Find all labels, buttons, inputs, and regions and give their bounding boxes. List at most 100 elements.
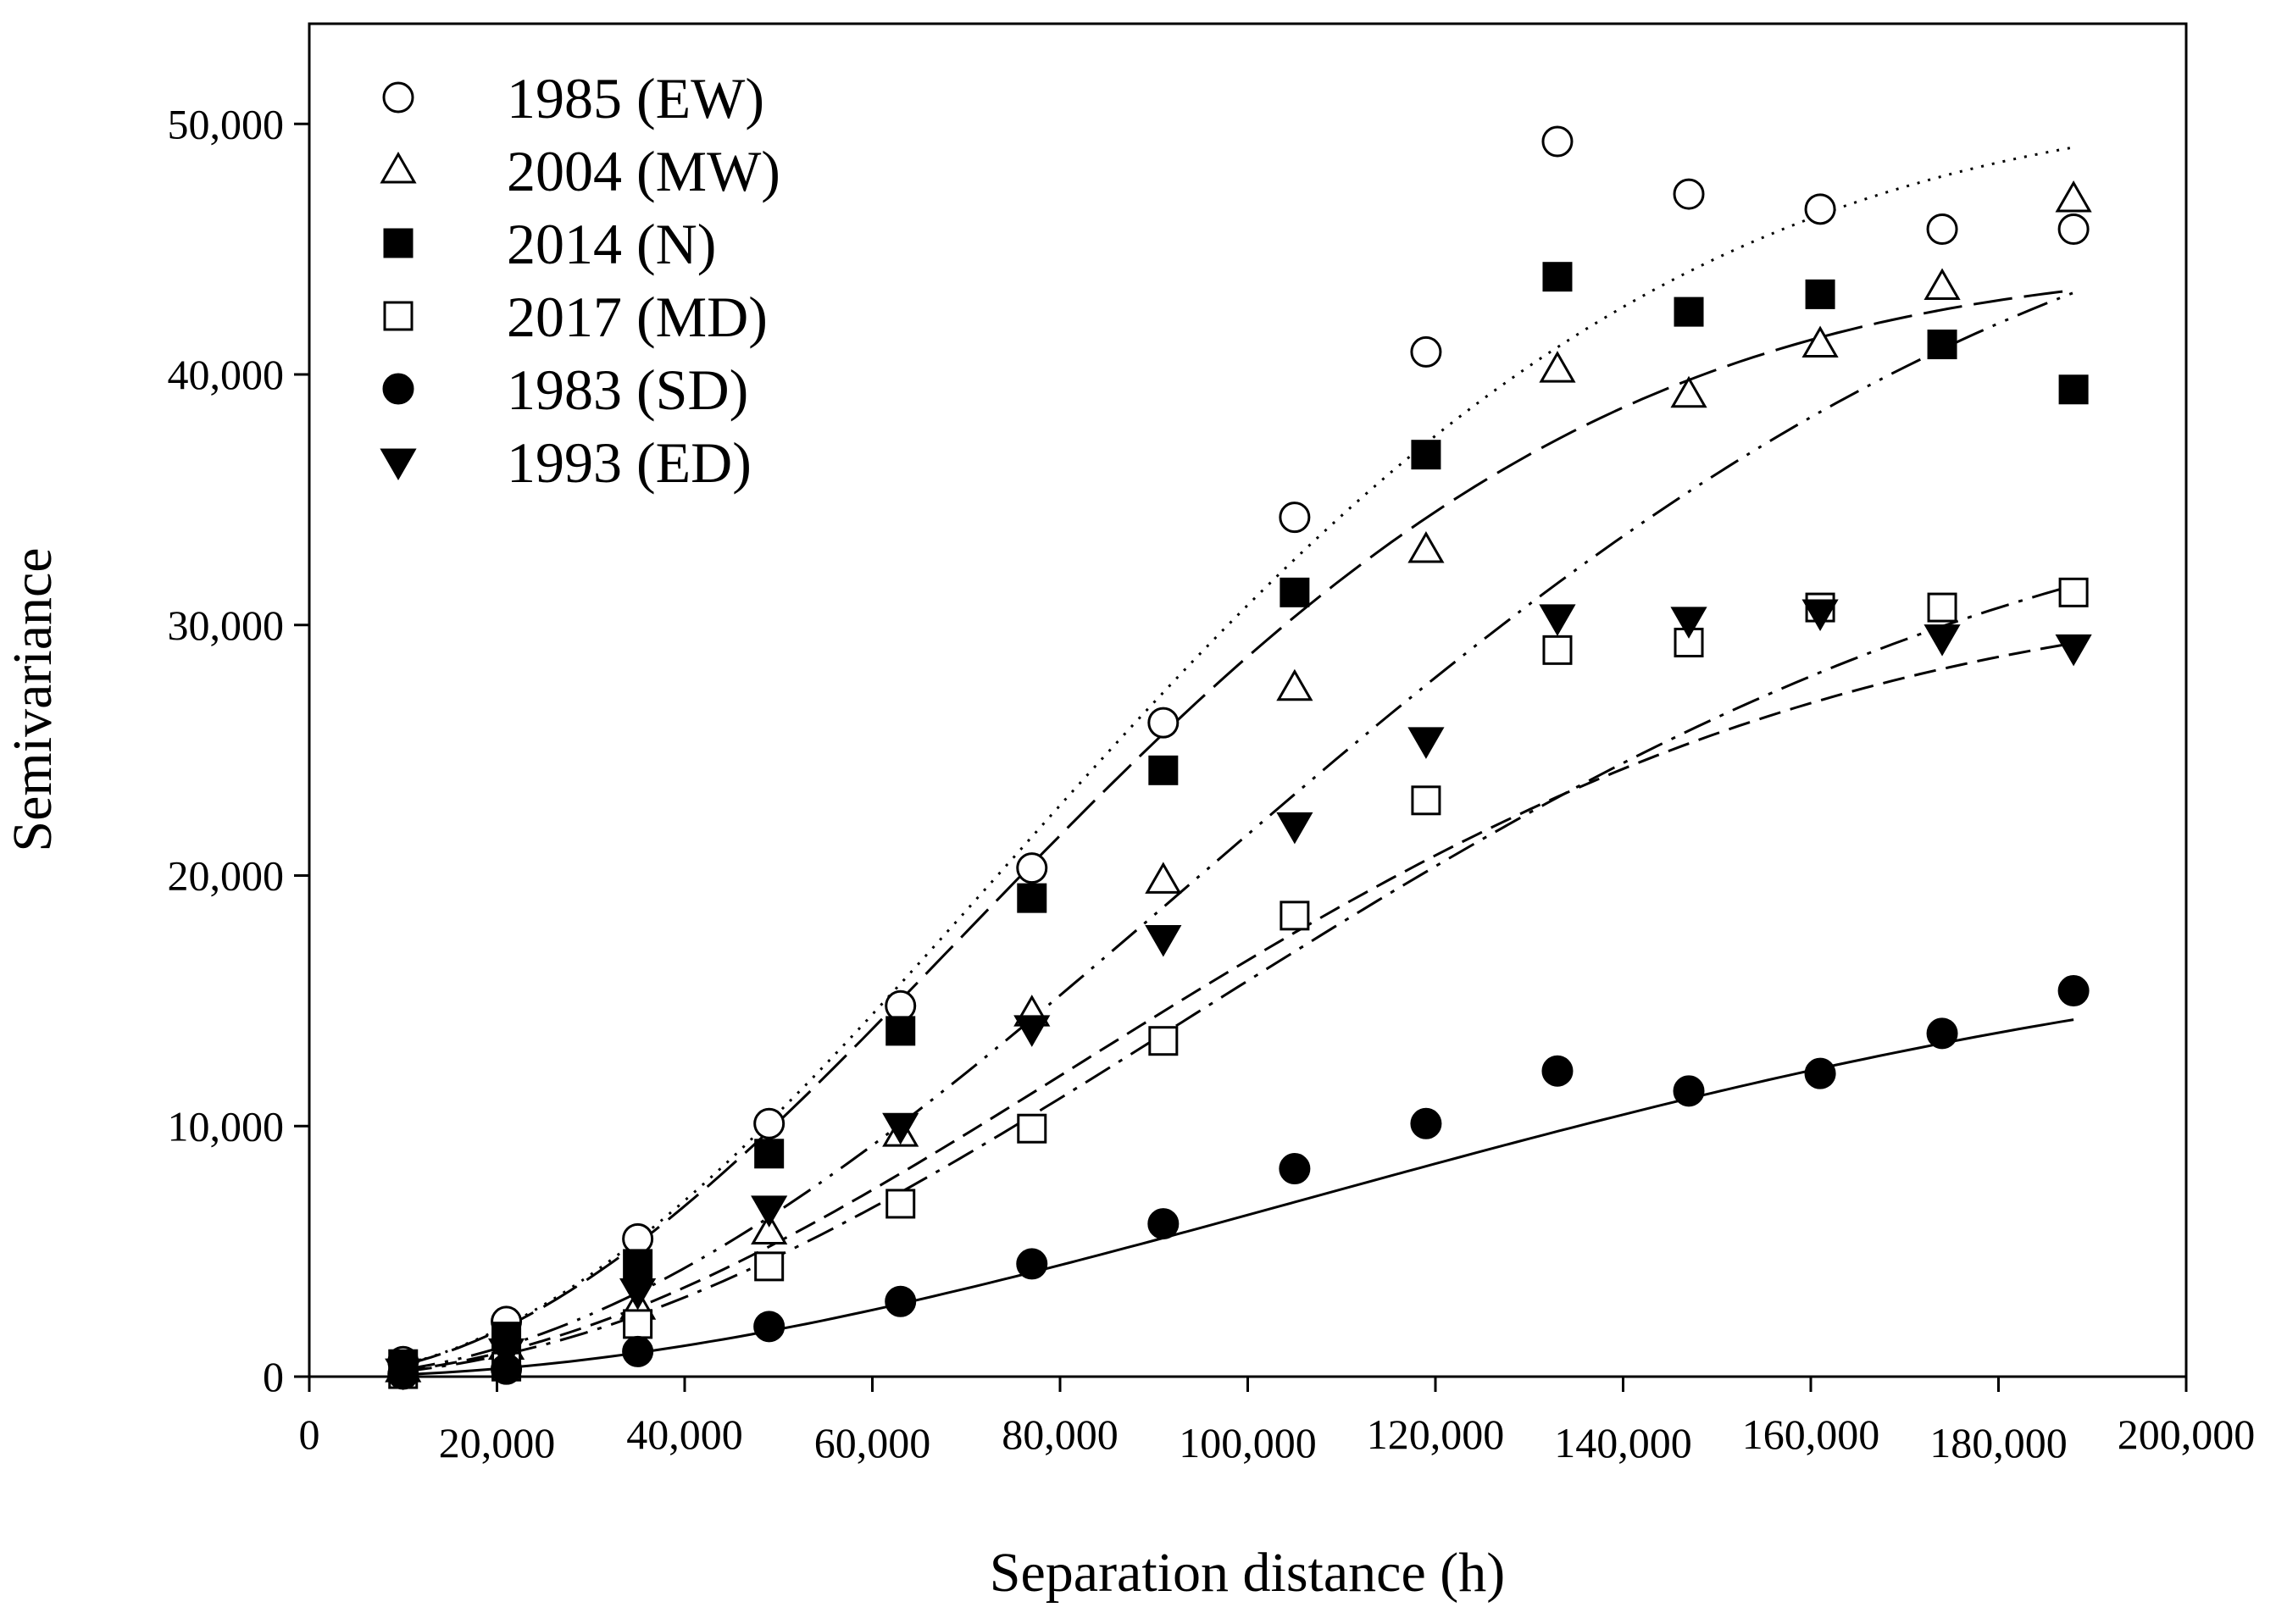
point-1985-ew (1016, 852, 1048, 884)
legend-label: 1993 (ED) (507, 430, 752, 495)
point-2014-n (1674, 297, 1704, 327)
point-2017-md (623, 1309, 653, 1339)
point-1985-ew (753, 1107, 785, 1139)
legend: 1985 (EW) 2004 (MW) 2014 (N) 2017 (MD) 1983 … (380, 66, 780, 495)
legend-marker-1983-sd (382, 373, 414, 405)
point-2014-n (1927, 330, 1957, 360)
point-2004-mw (1923, 268, 1961, 301)
point-2014-n (623, 1249, 653, 1279)
point-2017-md (1017, 1113, 1047, 1144)
point-1985-ew (622, 1222, 654, 1255)
fit-curve-1993-ed (402, 641, 2074, 1372)
legend-marker-2004-mw (380, 151, 417, 184)
y-tick-label: 50,000 (168, 100, 285, 147)
point-1985-ew (1410, 335, 1442, 368)
point-2014-n (1805, 279, 1835, 309)
point-1993-ed (2055, 634, 2092, 667)
point-2017-md (1411, 785, 1441, 816)
point-1993-ed (1407, 727, 1445, 759)
legend-label: 1983 (SD) (507, 358, 748, 422)
point-2004-mw (1276, 668, 1313, 701)
point-1983-sd (2057, 975, 2090, 1007)
point-1983-sd (1926, 1017, 1958, 1050)
fit-curve-2017-md (402, 584, 2074, 1373)
legend-label: 1985 (EW) (507, 66, 764, 130)
point-1993-ed (619, 1278, 657, 1311)
point-1983-sd (1147, 1208, 1180, 1240)
fit-curve-2014-n (402, 289, 2074, 1366)
point-2014-n (1148, 755, 1179, 785)
legend-label: 2004 (MW) (507, 139, 780, 203)
fit-curve-2004-mw (402, 291, 2074, 1372)
x-tick-label: 40,000 (626, 1411, 743, 1458)
point-2017-md (885, 1189, 916, 1219)
axis-ticks: 0 20,000 40,000 60,000 80,000 100,000 120,000 1… (168, 100, 2256, 1466)
point-1985-ew (2057, 213, 2090, 246)
point-1993-ed (751, 1195, 788, 1228)
x-tick-label: 200,000 (2118, 1411, 2256, 1458)
point-2017-md (2058, 577, 2089, 607)
point-2017-md (1542, 635, 1573, 665)
point-1985-ew (1147, 707, 1180, 739)
point-1985-ew (1673, 178, 1705, 210)
point-2014-n (754, 1139, 785, 1169)
legend-marker-2017-md (383, 301, 414, 331)
point-1983-sd (1279, 1153, 1311, 1185)
point-2014-n (1280, 577, 1310, 607)
point-1993-ed (1145, 924, 1182, 957)
fit-curves (402, 146, 2074, 1377)
x-tick-label: 140,000 (1554, 1419, 1692, 1466)
point-2017-md (1280, 901, 1310, 931)
point-2014-n (2058, 374, 2089, 405)
point-2017-md (1927, 592, 1957, 623)
point-2004-mw (1670, 375, 1707, 408)
y-tick-label: 30,000 (168, 601, 285, 649)
point-1985-ew (1804, 193, 1836, 225)
point-2004-mw (1539, 351, 1576, 383)
point-1993-ed (487, 1338, 525, 1371)
point-2014-n (1017, 883, 1047, 913)
x-tick-label: 160,000 (1742, 1411, 1880, 1458)
point-2004-mw (1801, 325, 1839, 358)
point-1993-ed (1670, 607, 1707, 639)
y-tick-label: 0 (263, 1353, 284, 1400)
point-1983-sd (1673, 1075, 1705, 1107)
y-tick-label: 40,000 (168, 351, 285, 398)
x-tick-label: 0 (299, 1411, 320, 1458)
legend-marker-1985-ew (382, 81, 414, 114)
point-1983-sd (1541, 1055, 1574, 1087)
legend-label: 2014 (N) (507, 212, 716, 276)
fit-curve-1983-sd (402, 1018, 2074, 1377)
point-1993-ed (1801, 599, 1839, 631)
point-1983-sd (885, 1285, 917, 1317)
point-1985-ew (1926, 213, 1958, 246)
point-1993-ed (1539, 604, 1576, 636)
x-tick-label: 100,000 (1179, 1419, 1317, 1466)
point-2004-mw (1145, 862, 1182, 894)
point-1985-ew (1541, 125, 1574, 158)
x-tick-label: 180,000 (1929, 1419, 2068, 1466)
point-1985-ew (1279, 502, 1311, 534)
fit-curve-1985-ew (402, 146, 2074, 1366)
point-2014-n (885, 1016, 916, 1046)
point-1993-ed (1923, 624, 1961, 657)
x-tick-label: 80,000 (1002, 1411, 1119, 1458)
x-tick-label: 20,000 (439, 1419, 556, 1466)
point-2014-n (1411, 440, 1441, 470)
point-1993-ed (882, 1112, 919, 1145)
x-tick-label: 120,000 (1367, 1411, 1505, 1458)
y-axis-title: Semivariance (2, 547, 64, 851)
legend-marker-2014-n (383, 228, 414, 258)
x-tick-label: 60,000 (814, 1419, 931, 1466)
point-1983-sd (753, 1311, 785, 1343)
point-2017-md (754, 1251, 785, 1282)
point-2004-mw (2055, 180, 2092, 213)
point-1983-sd (622, 1335, 654, 1367)
point-2014-n (1542, 262, 1573, 292)
point-1983-sd (1410, 1107, 1442, 1139)
point-1983-sd (1804, 1057, 1836, 1089)
data-markers (385, 125, 2092, 1391)
point-1993-ed (1276, 812, 1313, 845)
point-2017-md (1148, 1026, 1179, 1056)
